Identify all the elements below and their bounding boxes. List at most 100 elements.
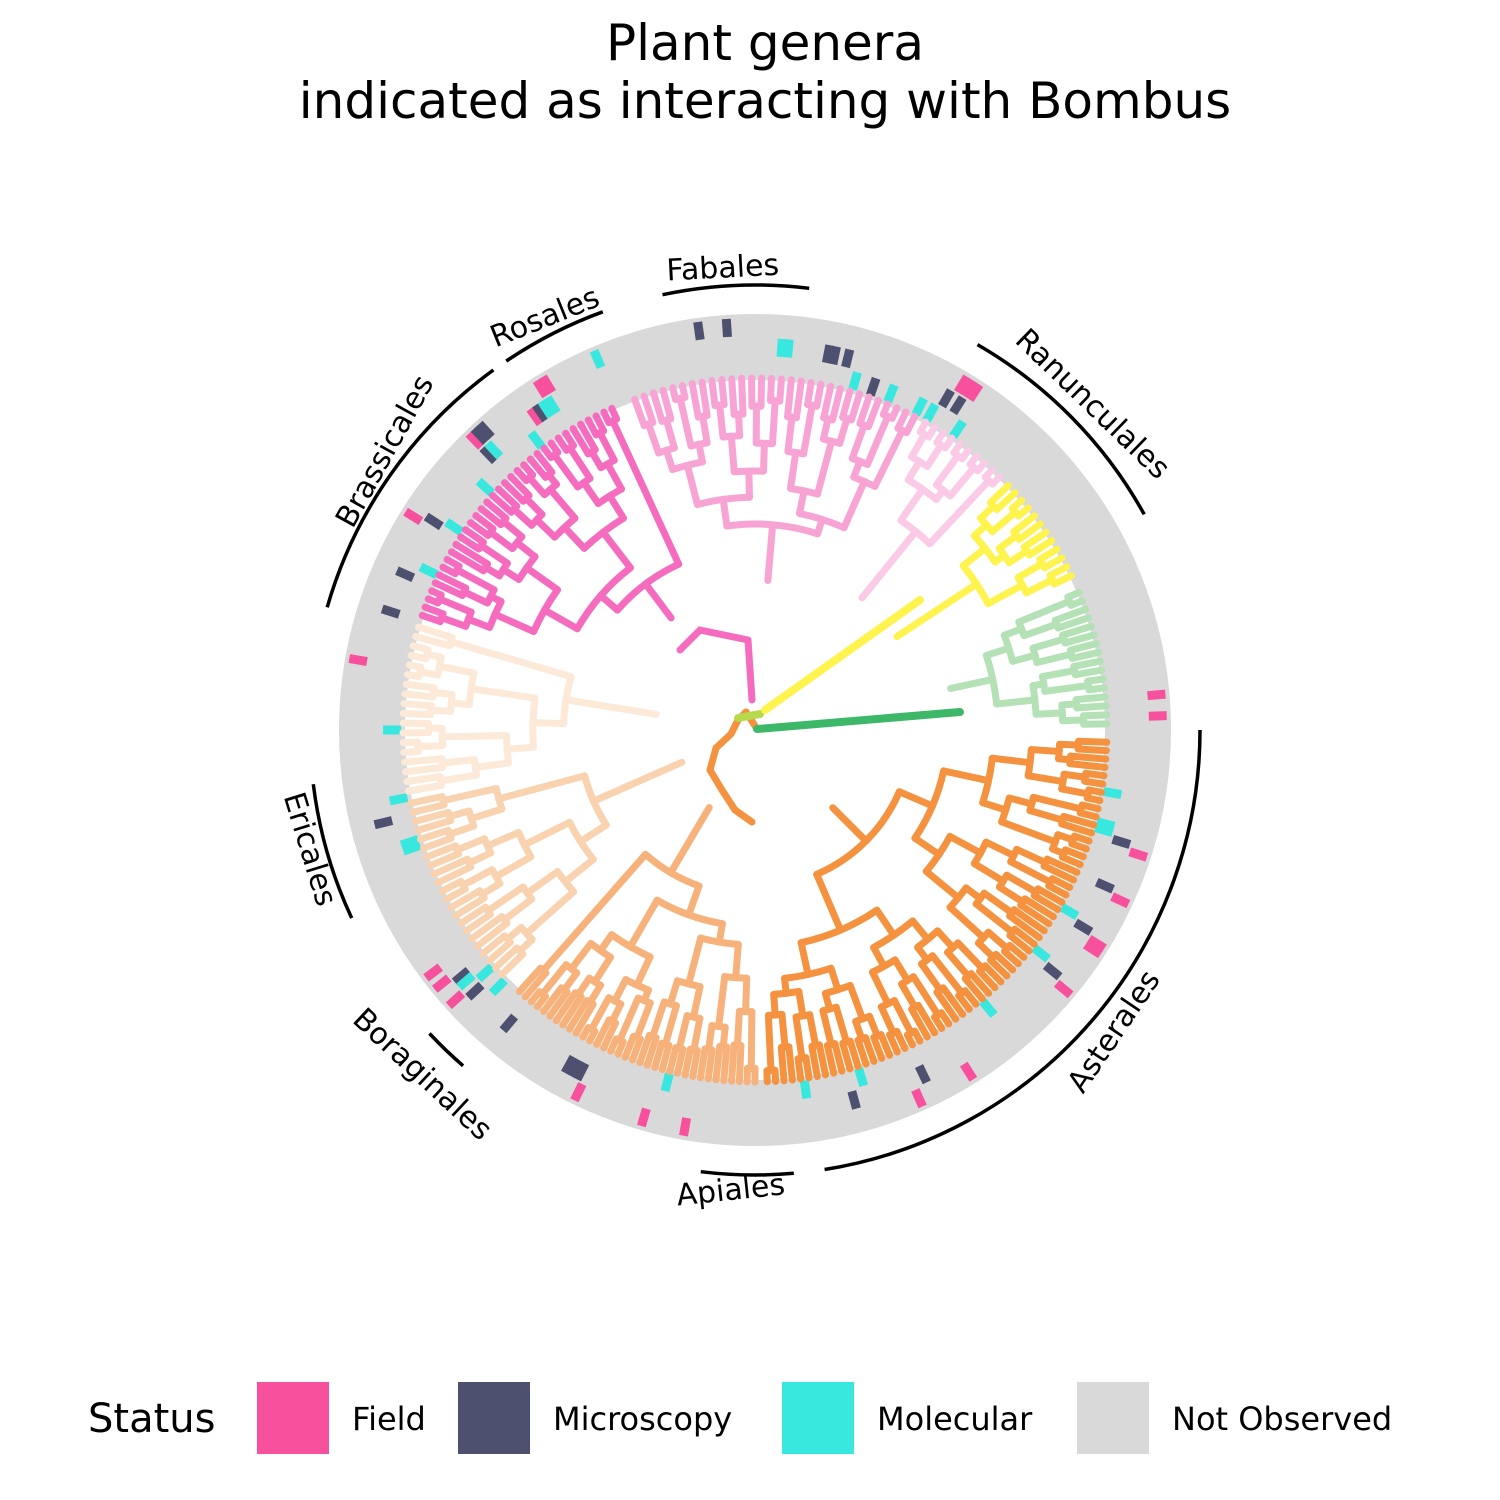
fabales-edge	[932, 486, 947, 503]
asterales-edge	[1060, 813, 1098, 829]
ericales-edge	[492, 853, 535, 881]
rosales-edge	[814, 515, 826, 538]
asterales-edge	[984, 928, 1011, 952]
asterales-edge	[909, 917, 932, 943]
apiales-boraginales-edge	[521, 969, 550, 1001]
asterales-edge	[1011, 925, 1038, 948]
asterales-edge	[1055, 755, 1074, 764]
malvales-edge	[554, 434, 570, 454]
lower-brassicales-edge	[414, 742, 446, 751]
rosales-edge	[814, 437, 836, 498]
lower-brassicales-edge	[400, 755, 446, 766]
ericales-edge	[523, 888, 578, 938]
lower-brassicales-edge	[405, 661, 425, 671]
malvales-edge	[461, 526, 487, 546]
lower-brassicales-branches	[399, 623, 660, 795]
legend-label-field: Field	[352, 1400, 426, 1438]
fabales-edge	[897, 485, 927, 524]
ericales-edge	[468, 913, 506, 943]
ranunculales-edge	[1014, 504, 1032, 520]
apiales-boraginales-edge	[715, 920, 726, 946]
rosid-stem	[744, 636, 756, 704]
ranunculales-edge	[1020, 528, 1050, 551]
asterales-edge	[854, 1036, 870, 1068]
asterales-edge	[839, 1039, 854, 1073]
ranunculales-edge	[1022, 576, 1056, 597]
malvales-edge	[499, 517, 526, 541]
lower-brassicales-edge	[399, 709, 435, 719]
asterales-edge	[886, 1031, 901, 1056]
ericales-edge	[438, 877, 465, 895]
status-mark-molecular	[1095, 817, 1116, 831]
status-mark-field	[637, 1107, 651, 1128]
rosales-edge	[792, 377, 805, 422]
asterales-edge	[911, 1027, 924, 1045]
ericales-edge	[452, 894, 488, 920]
asterales-edge	[877, 1031, 894, 1059]
rosales-edge	[757, 374, 766, 410]
malvales-edge	[494, 485, 521, 510]
rosales-edge	[804, 379, 815, 409]
asterales-edge	[970, 860, 1007, 885]
asterales-edge	[771, 1066, 780, 1085]
apiales-boraginales-edge	[681, 1045, 694, 1079]
ranunculales-edge	[1050, 572, 1075, 588]
status-mark-molecular	[543, 395, 561, 416]
asterales-edge	[1049, 845, 1068, 858]
status-mark-field	[954, 374, 972, 395]
status-mark-microscopy	[949, 395, 967, 416]
apiales-boraginales-edge	[567, 940, 595, 973]
clade-arc-rosales	[505, 310, 604, 363]
status-mark-microscopy	[847, 1090, 861, 1110]
apiales-boraginales-edge	[666, 977, 681, 1008]
lower-brassicales-edge	[402, 680, 438, 692]
status-mark-molecular	[527, 430, 546, 451]
monocots-edge	[1029, 635, 1068, 652]
asterales-edge	[1029, 793, 1085, 813]
monocots-edge	[1029, 680, 1048, 690]
apiales-boraginales-edge	[689, 1047, 701, 1080]
rosales-stem	[764, 521, 777, 585]
asterales-edge	[975, 939, 997, 961]
asterales-edge	[813, 870, 845, 934]
asterales-edge	[934, 927, 957, 952]
apiales-boraginales-edge	[600, 1019, 619, 1052]
status-mark-microscopy	[479, 444, 499, 465]
lower-brassicales-edge	[400, 747, 422, 756]
clade-arc-asterales	[824, 729, 1202, 1172]
fabales-edge	[923, 441, 945, 471]
asterales-edge	[909, 973, 942, 1019]
rosales-edge	[813, 380, 825, 410]
status-mark-field	[445, 990, 466, 1010]
monocot-stem	[753, 708, 964, 733]
apiales-boraginales-edge	[685, 882, 703, 919]
apiales-boraginales-edge	[633, 953, 654, 989]
rosales-edge	[903, 412, 919, 437]
ericales-edge	[407, 792, 446, 807]
rosales-edge	[727, 432, 738, 476]
rosales-edge	[759, 439, 768, 475]
malvales-edge	[472, 512, 497, 533]
apiales-boraginales-edge	[675, 1012, 691, 1053]
lower-brassicales-edge	[471, 759, 512, 771]
status-mark-molecular	[537, 398, 556, 419]
status-mark-microscopy	[866, 376, 881, 397]
ericales-edge	[498, 950, 527, 979]
legend-title: Status	[88, 1396, 216, 1442]
rosales-edge	[820, 382, 835, 422]
apiales-boraginales-edge	[735, 1041, 745, 1086]
status-mark-microscopy	[451, 966, 472, 986]
apiales-boraginales-edge	[587, 994, 613, 1033]
status-mark-molecular	[911, 396, 928, 417]
malvales-edge	[439, 563, 459, 578]
ranunculales-edge	[988, 508, 1019, 536]
ericales-edge	[473, 919, 511, 950]
apiales-boraginales-edge	[728, 1041, 738, 1085]
clade-arc-ericales	[311, 783, 354, 919]
apiales-boraginales-edge	[643, 1034, 660, 1069]
rosales-edge	[676, 394, 695, 450]
fabales-edge	[958, 446, 972, 463]
rosales-edge	[650, 389, 666, 425]
rosales-edge	[769, 397, 779, 448]
malvales-edge	[499, 565, 523, 583]
